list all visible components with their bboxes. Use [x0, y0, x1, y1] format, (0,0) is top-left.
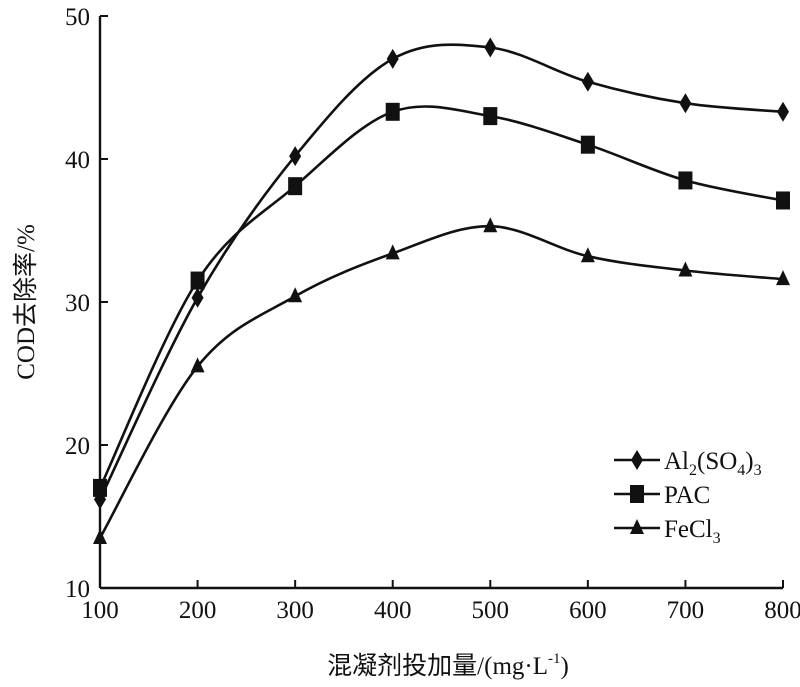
data-point: [93, 478, 107, 497]
legend-label: Al2(SO4)3: [664, 448, 762, 479]
data-point: [288, 177, 303, 196]
x-axis-label: 混凝剂投加量/(mg·L-1): [327, 651, 569, 680]
data-point: [483, 107, 498, 126]
legend: Al2(SO4)3 PAC FeCl3: [614, 448, 762, 547]
data-point: [581, 71, 594, 92]
tick-labels: 10 20 30 40 50 100 200 300 400 500 600 700 800: [65, 4, 800, 624]
legend-marker: [631, 450, 643, 470]
legend-label: FeCl3: [664, 516, 721, 547]
data-point: [385, 244, 400, 260]
y-tick-label: 10: [65, 576, 90, 603]
x-tick-label: 700: [667, 597, 705, 624]
x-tick-label: 200: [179, 597, 217, 624]
x-tick-label: 300: [276, 597, 314, 624]
data-point: [580, 247, 595, 263]
series-triangle: [93, 217, 790, 544]
legend-marker: [630, 519, 644, 534]
data-point: [190, 357, 205, 373]
data-point: [483, 217, 498, 233]
data-point: [678, 261, 693, 277]
x-tick-label: 600: [569, 597, 607, 624]
data-point: [776, 270, 790, 286]
data-point: [679, 93, 692, 114]
data-point: [289, 146, 302, 167]
legend-item: Al2(SO4)3: [614, 448, 762, 479]
legend-item: FeCl3: [614, 516, 721, 547]
x-axis-label-sup: -1: [548, 651, 561, 667]
x-axis-label-close: ): [561, 653, 569, 680]
data-point: [93, 528, 107, 544]
data-point: [777, 101, 789, 122]
x-tick-label: 800: [764, 597, 800, 624]
data-point: [776, 191, 790, 210]
legend-item: PAC: [614, 482, 710, 509]
y-axis-label: COD去除率/%: [12, 224, 40, 380]
y-tick-label: 20: [65, 433, 90, 460]
data-point: [484, 37, 497, 58]
legend-label: PAC: [664, 482, 710, 509]
x-tick-label: 100: [81, 597, 119, 624]
data-point: [580, 135, 595, 154]
data-point: [678, 171, 693, 190]
series-group: [93, 37, 790, 544]
data-point: [288, 287, 303, 303]
data-point: [385, 102, 400, 121]
y-tick-label: 30: [65, 290, 90, 317]
x-axis-label-main: 混凝剂投加量/(mg·L: [327, 652, 548, 680]
series-square: [93, 102, 790, 497]
x-tick-label: 500: [472, 597, 510, 624]
data-point: [191, 287, 204, 308]
y-tick-label: 40: [65, 147, 90, 174]
legend-marker: [630, 485, 644, 503]
y-tick-label: 50: [65, 4, 90, 31]
data-point: [190, 271, 205, 290]
series-diamond: [94, 37, 789, 510]
data-point: [386, 48, 399, 69]
x-tick-label: 400: [374, 597, 412, 624]
